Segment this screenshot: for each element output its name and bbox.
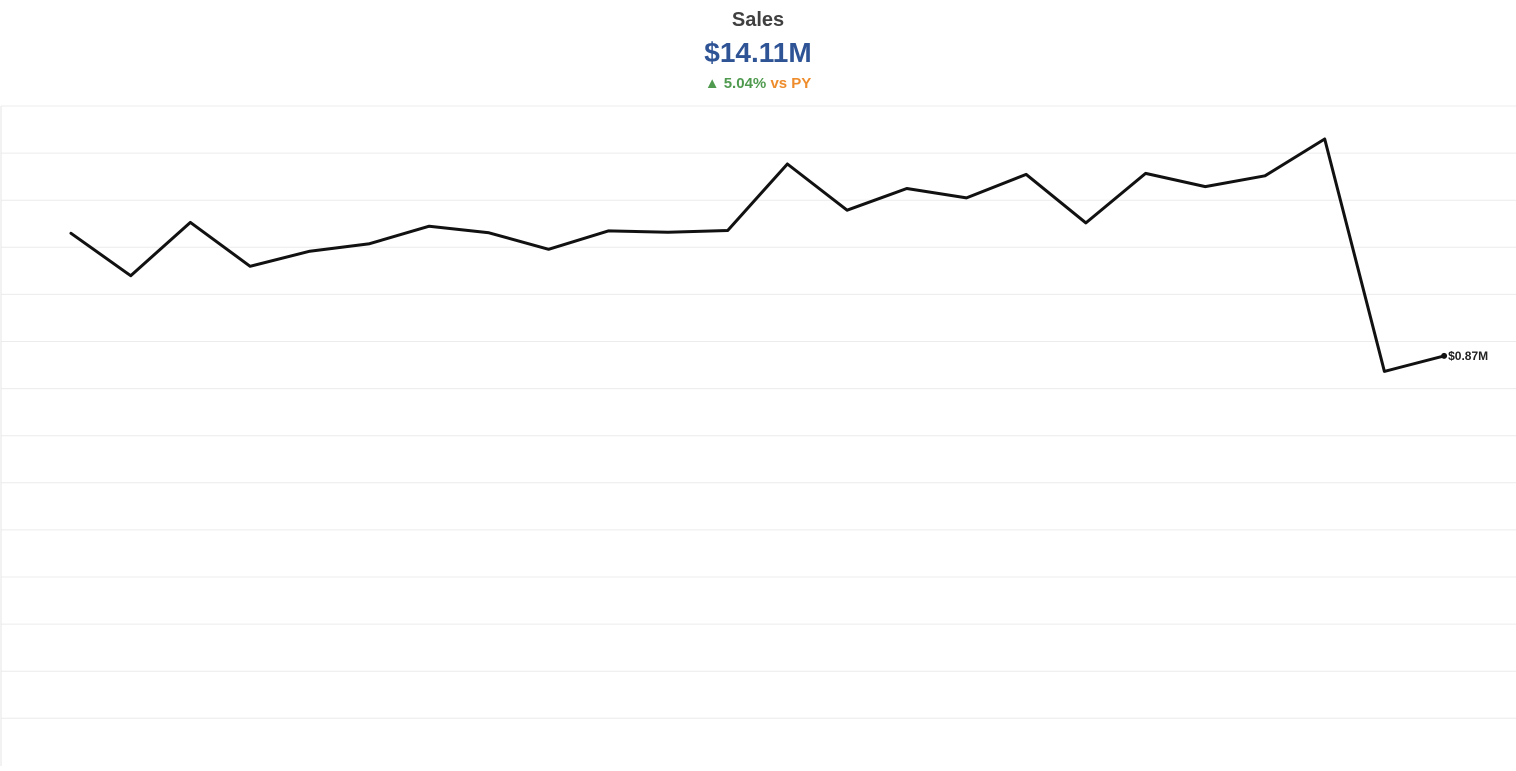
- change-comparison-label: vs PY: [770, 75, 811, 92]
- kpi-change: ▲ 5.04% vs PY: [0, 75, 1516, 92]
- kpi-title: Sales: [0, 9, 1516, 32]
- sales-series-line: [71, 139, 1444, 371]
- kpi-value: $14.11M: [0, 37, 1516, 69]
- change-percent: 5.04%: [724, 75, 767, 92]
- last-point-marker: [1441, 353, 1447, 359]
- up-arrow-icon: ▲: [705, 75, 720, 92]
- data-points: [71, 139, 1444, 372]
- last-point-label: $0.87M: [1448, 349, 1488, 363]
